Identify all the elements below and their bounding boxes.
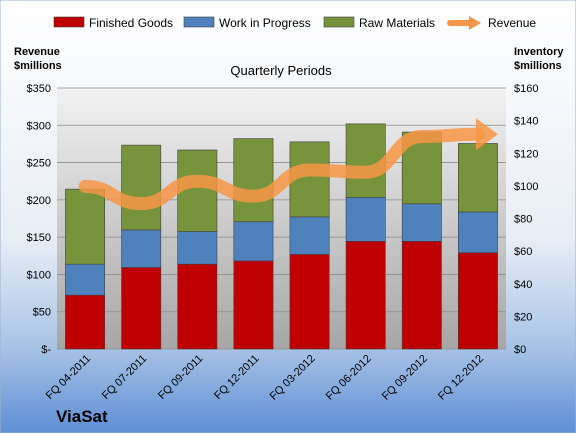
revenue-arrowhead (475, 118, 498, 151)
bar-work-in-progress (177, 231, 218, 265)
right-tick-label: $0 (514, 344, 526, 356)
left-tick-label: $150 (27, 232, 51, 244)
bar-work-in-progress (289, 216, 330, 255)
right-tick-label: $40 (514, 279, 532, 291)
right-axis-title-line2: $millions (514, 60, 562, 72)
left-tick-label: $300 (27, 120, 51, 132)
revenue-point (420, 134, 424, 138)
right-tick-label: $20 (514, 311, 532, 323)
revenue-point (364, 170, 368, 174)
right-tick-label: $80 (514, 214, 532, 226)
bar-finished-goods (345, 241, 386, 350)
bar-work-in-progress (401, 203, 442, 242)
bar-finished-goods (177, 263, 218, 350)
revenue-line (78, 118, 498, 211)
revenue-point (308, 168, 312, 172)
left-tick-label: $- (41, 344, 51, 356)
right-axis-ticks: $0 $20 $40 $60 $80 $100 $120 $140 $160 (514, 83, 538, 356)
left-axis-ticks: $- $50 $100 $150 $200 $250 $300 $350 (27, 83, 52, 356)
legend-swatch-revenue (447, 16, 481, 30)
right-tick-label: $100 (514, 181, 538, 193)
revenue-point (83, 184, 87, 188)
bar-finished-goods (233, 260, 274, 350)
legend-label-raw-materials: Raw Materials (359, 16, 435, 30)
left-tick-label: $50 (33, 307, 51, 319)
bar-raw-materials (233, 138, 274, 223)
left-tick-label: $350 (27, 83, 51, 95)
bar-finished-goods (65, 294, 106, 350)
left-axis-title-line2: $millions (14, 60, 62, 72)
legend-swatch-raw-materials (323, 16, 355, 28)
left-tick-label: $250 (27, 158, 51, 170)
right-tick-label: $140 (514, 116, 538, 128)
bar-work-in-progress (65, 263, 106, 296)
bar-raw-materials (345, 123, 386, 198)
bar-raw-materials (121, 144, 162, 231)
legend-label-work-in-progress: Work in Progress (219, 16, 311, 30)
right-tick-label: $60 (514, 246, 532, 258)
bar-finished-goods (457, 252, 498, 350)
bar-raw-materials (177, 149, 218, 232)
bar-raw-materials (65, 188, 106, 265)
legend-label-revenue: Revenue (488, 16, 536, 30)
right-tick-label: $120 (514, 148, 538, 160)
legend-swatch-work-in-progress (183, 16, 215, 28)
revenue-line-path (78, 127, 485, 211)
right-axis-title-line1: Inventory (514, 46, 564, 58)
company-name: ViaSat (56, 407, 108, 426)
revenue-point (251, 194, 255, 198)
bar-finished-goods (289, 254, 330, 350)
bar-finished-goods (121, 267, 162, 350)
bar-work-in-progress (457, 211, 498, 254)
revenue-point (139, 202, 143, 206)
bar-work-in-progress (233, 221, 274, 262)
legend-label-finished-goods: Finished Goods (89, 16, 173, 30)
right-tick-label: $160 (514, 83, 538, 95)
revenue-point (195, 179, 199, 183)
left-axis-title-line1: Revenue (14, 46, 60, 58)
bar-finished-goods (401, 241, 442, 350)
left-tick-label: $100 (27, 269, 51, 281)
plot-title: Quarterly Periods (230, 63, 332, 78)
bar-work-in-progress (121, 229, 162, 268)
legend: Finished Goods Work in Progress Raw Mate… (53, 16, 536, 30)
legend-swatch-finished-goods (53, 16, 85, 28)
bar-work-in-progress (345, 196, 386, 242)
bars (65, 123, 498, 350)
bar-raw-materials (457, 143, 498, 213)
left-tick-label: $200 (27, 195, 51, 207)
